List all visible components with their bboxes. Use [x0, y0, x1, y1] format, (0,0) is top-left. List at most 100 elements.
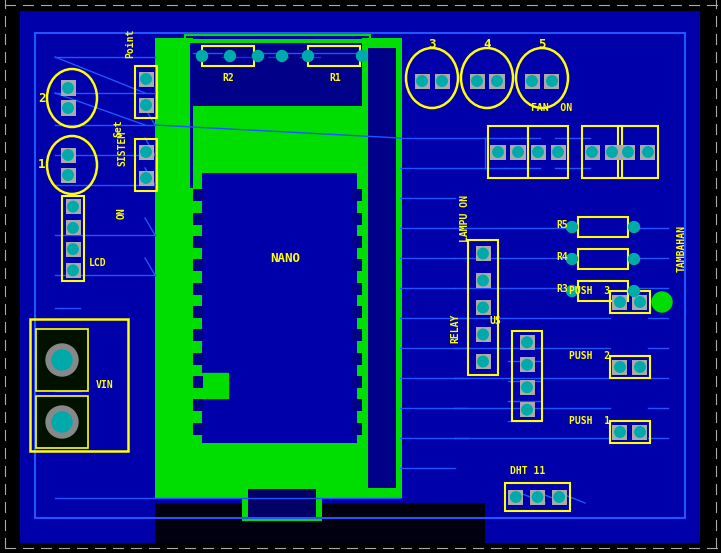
Bar	[36, 396, 88, 448]
Bar	[520, 380, 534, 395]
Circle shape	[587, 147, 597, 157]
Bar	[613, 295, 627, 310]
Bar	[476, 273, 490, 288]
Circle shape	[46, 406, 78, 438]
Bar	[476, 300, 490, 315]
Circle shape	[615, 297, 625, 307]
Bar	[66, 263, 81, 278]
Text: Point: Point	[125, 29, 135, 58]
Circle shape	[52, 412, 72, 432]
Bar	[138, 170, 154, 185]
Bar	[613, 425, 627, 440]
Text: US: US	[489, 316, 501, 326]
Bar	[552, 489, 567, 504]
Bar	[632, 295, 647, 310]
Text: VIN: VIN	[96, 380, 114, 390]
Circle shape	[567, 222, 578, 232]
Circle shape	[554, 492, 565, 502]
Bar	[0, 0, 20, 553]
Bar	[468, 240, 498, 375]
Bar	[352, 259, 362, 271]
Bar	[138, 97, 154, 112]
Circle shape	[68, 265, 79, 275]
Circle shape	[478, 329, 488, 340]
Bar	[193, 259, 203, 271]
Text: R5: R5	[556, 220, 568, 230]
Bar	[578, 249, 628, 269]
Text: R3: R3	[556, 284, 568, 294]
Bar	[505, 483, 570, 511]
Bar	[352, 376, 362, 388]
Circle shape	[522, 337, 532, 347]
Bar	[193, 213, 203, 225]
Bar	[193, 283, 203, 295]
Bar	[415, 74, 430, 88]
Circle shape	[547, 76, 557, 86]
Bar	[512, 331, 542, 421]
Bar	[469, 74, 485, 88]
Circle shape	[141, 147, 151, 157]
Circle shape	[492, 76, 503, 86]
Bar	[368, 48, 396, 488]
Bar	[193, 236, 203, 248]
Bar	[352, 213, 362, 225]
Circle shape	[527, 76, 537, 86]
Bar	[476, 246, 490, 261]
Text: FAN  ON: FAN ON	[531, 103, 572, 113]
Bar	[508, 489, 523, 504]
Circle shape	[629, 285, 640, 296]
Bar	[490, 74, 505, 88]
Bar	[531, 144, 546, 159]
Bar	[618, 126, 658, 178]
Circle shape	[478, 248, 488, 259]
Text: PUSH  2: PUSH 2	[570, 351, 611, 361]
Bar	[528, 126, 568, 178]
Bar	[632, 425, 647, 440]
Bar	[520, 335, 534, 349]
Text: R1: R1	[329, 73, 341, 83]
Bar	[640, 144, 655, 159]
Circle shape	[68, 201, 79, 212]
Circle shape	[478, 356, 488, 367]
Circle shape	[141, 173, 151, 183]
Bar	[610, 356, 650, 378]
Bar	[524, 74, 539, 88]
Bar	[190, 43, 365, 188]
Text: R4: R4	[556, 252, 568, 262]
Bar	[544, 74, 559, 88]
Bar	[193, 306, 203, 318]
Bar	[352, 236, 362, 248]
Circle shape	[522, 359, 532, 370]
Bar	[621, 144, 635, 159]
Bar	[352, 353, 362, 365]
Bar	[135, 139, 157, 191]
Circle shape	[417, 76, 428, 86]
Bar	[476, 354, 490, 369]
Circle shape	[46, 344, 78, 376]
Text: DHT 11: DHT 11	[510, 466, 546, 476]
Circle shape	[642, 147, 653, 157]
Circle shape	[567, 253, 578, 264]
Circle shape	[63, 170, 74, 180]
Text: 3: 3	[428, 39, 435, 51]
Bar	[170, 53, 385, 133]
Circle shape	[63, 83, 74, 93]
Circle shape	[63, 103, 74, 113]
Circle shape	[607, 147, 617, 157]
Bar	[61, 148, 76, 163]
Bar	[551, 144, 565, 159]
Bar	[185, 35, 370, 195]
Bar	[520, 357, 534, 372]
Circle shape	[197, 50, 208, 61]
Circle shape	[634, 427, 645, 437]
Bar	[30, 319, 128, 451]
Text: Set: Set	[113, 119, 123, 137]
Circle shape	[252, 50, 263, 61]
Circle shape	[141, 74, 151, 84]
Bar	[578, 281, 628, 301]
Circle shape	[623, 147, 633, 157]
Circle shape	[356, 50, 368, 61]
Bar	[210, 446, 350, 498]
Bar	[193, 376, 203, 388]
Circle shape	[652, 292, 672, 312]
